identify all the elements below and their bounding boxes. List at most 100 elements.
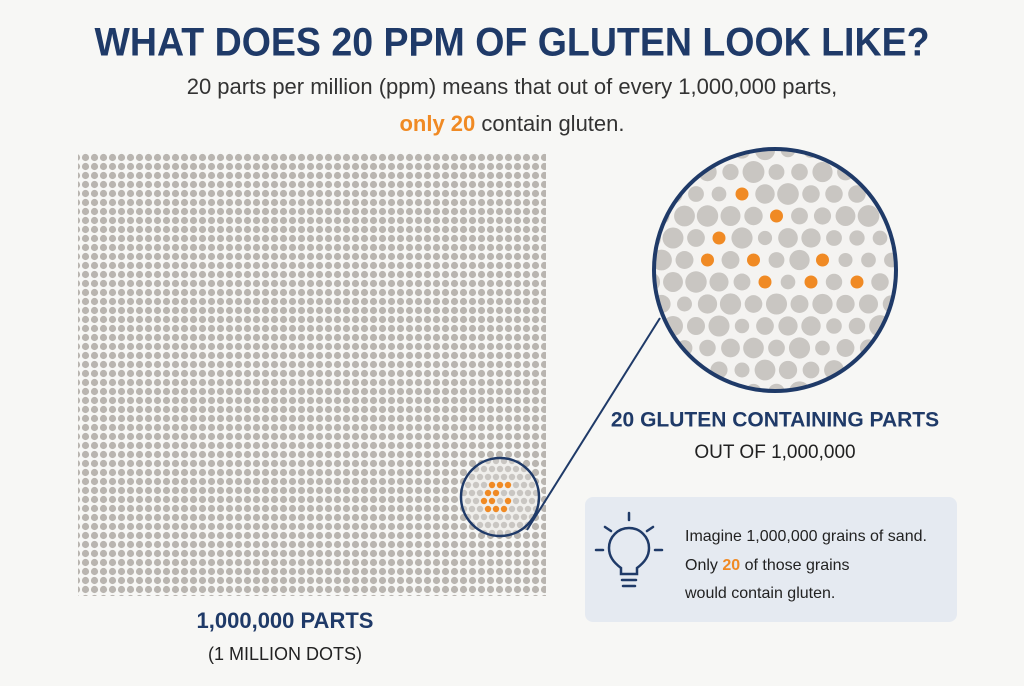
grey-dot	[464, 481, 472, 489]
grey-dot	[476, 473, 484, 481]
grey-dot	[472, 513, 480, 521]
grey-dot	[504, 465, 512, 473]
zoom-line	[526, 317, 661, 531]
grey-dot	[731, 227, 753, 249]
grey-dot	[734, 362, 750, 378]
grey-dot	[496, 529, 504, 535]
orange-dot	[492, 505, 500, 513]
grey-dot	[734, 318, 750, 334]
grey-dot	[686, 316, 706, 336]
grey-dot	[484, 521, 492, 529]
grey-dot	[802, 185, 820, 203]
grey-dot	[790, 295, 809, 313]
grey-dot	[812, 161, 833, 183]
grey-dot	[872, 230, 888, 246]
grey-dot	[768, 339, 785, 357]
grey-dot	[849, 230, 865, 246]
grey-dot	[696, 205, 719, 227]
grey-dot	[755, 184, 775, 204]
grey-dot	[768, 383, 785, 390]
grey-dot	[721, 251, 740, 269]
grey-dot	[861, 252, 876, 268]
orange-dot	[816, 253, 829, 267]
grey-dot	[871, 273, 889, 291]
orange-dot	[500, 505, 508, 513]
grey-dot	[788, 337, 811, 359]
grey-dot	[464, 497, 472, 505]
grey-dot	[733, 273, 751, 291]
grey-dot	[500, 521, 508, 529]
orange-dot	[850, 275, 864, 289]
grey-dot	[492, 521, 500, 529]
grey-dot	[484, 473, 492, 481]
grey-dot	[662, 227, 684, 249]
grey-dot	[500, 473, 508, 481]
grey-dot	[528, 497, 536, 505]
grey-dot	[699, 339, 716, 357]
grey-dot	[508, 489, 516, 497]
grey-dot	[884, 252, 895, 268]
orange-dot	[484, 489, 492, 497]
dot-grid	[78, 152, 546, 596]
grey-dot	[520, 481, 528, 489]
grey-dot	[768, 252, 785, 268]
grey-dot	[812, 293, 833, 315]
grey-dot	[778, 228, 798, 248]
grey-dot	[791, 163, 808, 181]
grey-dot	[709, 272, 729, 292]
grey-dot	[677, 296, 692, 312]
grey-dot	[480, 513, 488, 521]
grey-dot	[468, 473, 476, 481]
grey-dot	[780, 274, 796, 290]
grey-dot	[848, 185, 866, 203]
grey-dot	[838, 252, 853, 268]
orange-dot	[488, 481, 496, 489]
orange-dot	[504, 481, 512, 489]
grey-dot	[757, 230, 773, 246]
grey-dot	[815, 340, 830, 356]
grey-dot	[813, 207, 832, 225]
subtitle: only 20 contain gluten.	[399, 111, 624, 136]
zoom-circle	[652, 147, 898, 393]
grey-dot	[508, 521, 516, 529]
callout-line: Imagine 1,000,000 grains of sand.	[685, 528, 927, 545]
grey-dot	[516, 521, 524, 529]
grey-dot	[848, 317, 866, 335]
title: WHAT DOES 20 PPM OF GLUTEN LOOK LIKE?	[95, 21, 930, 65]
grey-dot	[756, 317, 774, 335]
grey-dot	[496, 465, 504, 473]
grey-dot	[528, 481, 536, 489]
grey-dot	[512, 465, 520, 473]
orange-dot	[496, 481, 504, 489]
grey-dot	[480, 481, 488, 489]
grey-dot	[687, 229, 705, 247]
grey-dot	[524, 505, 532, 513]
grey-dot	[791, 207, 808, 225]
zoom-label: 20 GLUTEN CONTAINING PARTS	[611, 409, 939, 432]
grey-dot	[825, 273, 843, 291]
grey-dot	[468, 505, 476, 513]
grey-dot	[512, 481, 520, 489]
callout-start: Only	[685, 557, 722, 574]
grey-dot	[743, 337, 764, 359]
grey-dot	[719, 293, 742, 315]
small-circle	[459, 456, 541, 538]
grey-dot	[708, 315, 730, 337]
grey-dot	[488, 465, 496, 473]
grey-dot	[836, 339, 855, 357]
grey-dot	[674, 205, 695, 227]
grey-dot	[826, 318, 842, 334]
grey-dot	[836, 294, 855, 314]
grey-dot	[721, 338, 740, 358]
grey-dot	[476, 489, 484, 497]
orange-dot	[735, 187, 749, 201]
orange-dot	[804, 275, 818, 289]
grey-dot	[675, 251, 694, 269]
grey-dot	[802, 361, 820, 379]
grey-dot	[744, 295, 763, 313]
grey-dot	[508, 505, 516, 513]
callout-rest: of those grains	[740, 557, 849, 574]
grey-dot	[778, 360, 798, 380]
grey-dot	[778, 316, 798, 336]
orange-dot	[701, 253, 714, 267]
